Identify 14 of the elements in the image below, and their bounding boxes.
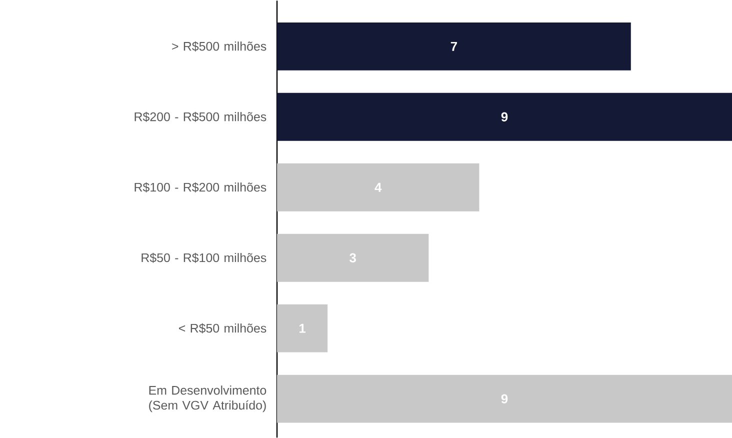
bar bbox=[277, 234, 429, 282]
bar bbox=[277, 163, 480, 212]
y-tick-label: R$50 - R$100 milhões bbox=[142, 252, 266, 263]
y-tick-label: R$100 - R$200 milhões bbox=[134, 182, 266, 192]
bar bbox=[277, 374, 732, 423]
bar bbox=[277, 92, 732, 141]
y-tick-label: R$200 - R$500 milhões bbox=[134, 112, 266, 122]
data-label: 7 bbox=[450, 42, 457, 51]
bar bbox=[277, 304, 328, 352]
y-tick-label: < R$50 milhões bbox=[179, 323, 266, 334]
data-label: 9 bbox=[501, 112, 508, 122]
y-tick-label: > R$500 milhões bbox=[172, 41, 266, 52]
bar bbox=[277, 22, 631, 70]
y-tick-label: Em Desenvolvimento (Sem VGV Atribuído) bbox=[149, 385, 266, 412]
